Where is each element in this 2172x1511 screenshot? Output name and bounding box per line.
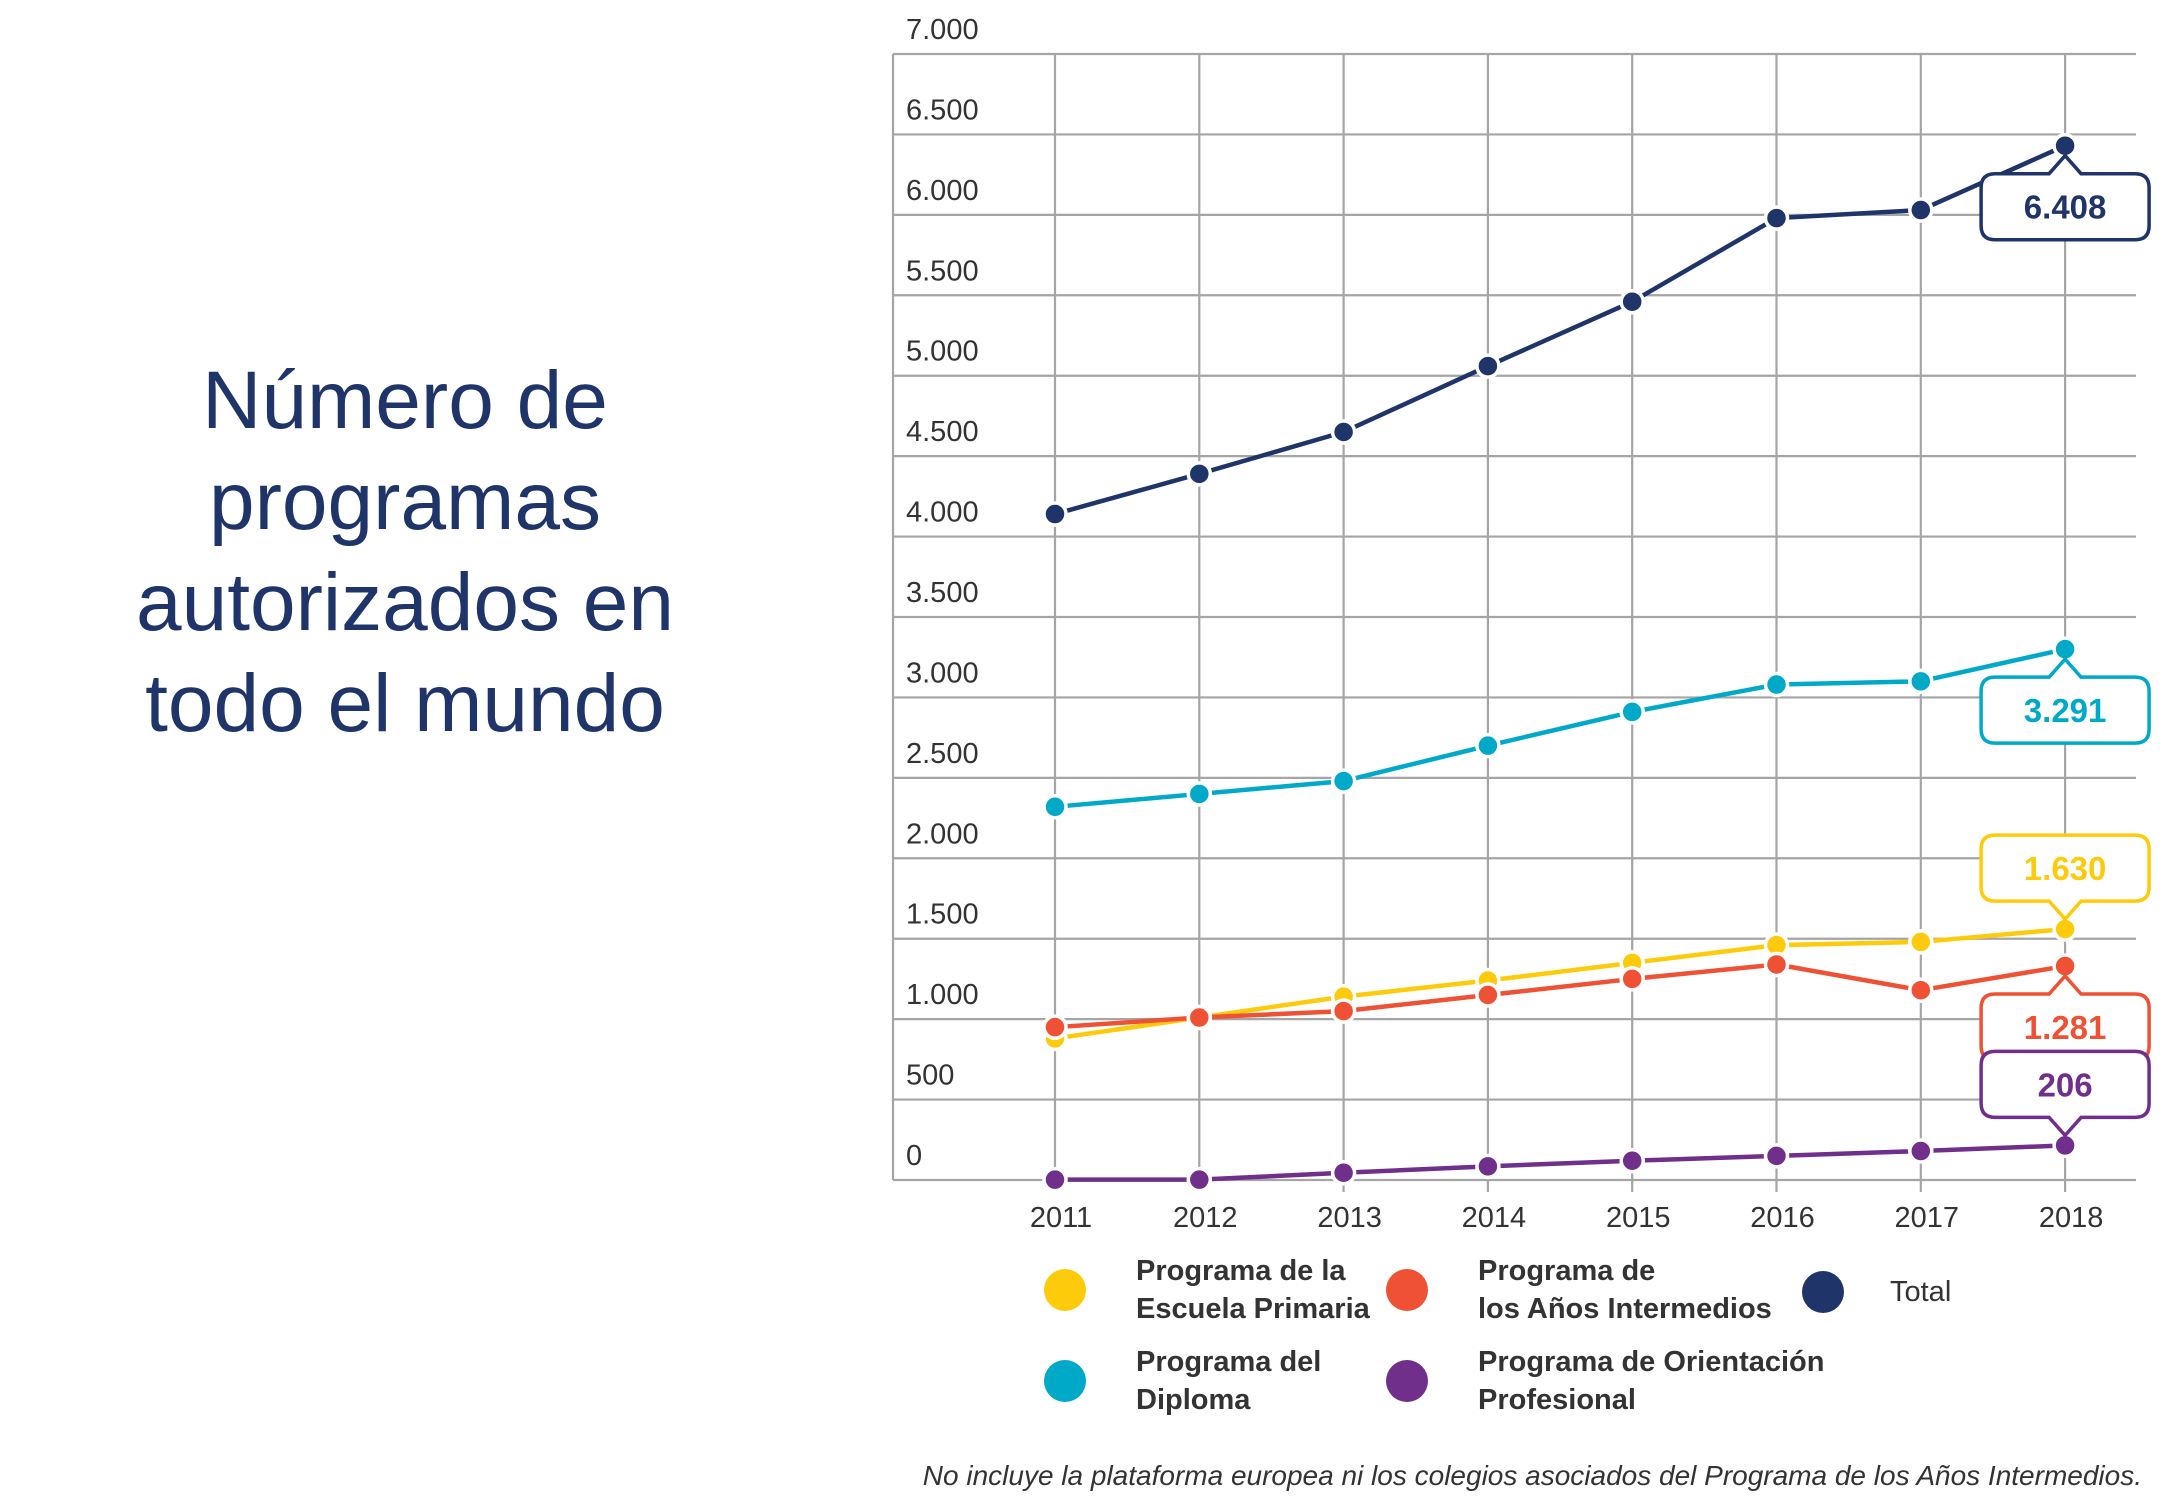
series-line: [1054, 143, 2067, 517]
data-point: [1763, 951, 1790, 978]
data-point: [1475, 732, 1501, 759]
series-line: [1054, 962, 2066, 1030]
data-point: [1763, 1143, 1790, 1169]
legend-item-pop: Programa de Orientación Profesional: [1386, 1343, 1825, 1419]
legend-swatch: [1802, 1271, 1844, 1313]
data-point: [1763, 671, 1790, 698]
value-callout-label: 1.281: [2024, 1009, 2107, 1046]
legend-item-total: Total: [1802, 1271, 1951, 1313]
chart-title: Número de programas autorizados en todo …: [60, 350, 750, 754]
data-point: [1619, 1147, 1645, 1174]
data-point: [1330, 1160, 1357, 1186]
series-line: [1055, 1143, 2066, 1182]
data-point: [1186, 1166, 1213, 1193]
value-callout-label: 1.630: [2024, 850, 2107, 887]
x-tick-label: 2018: [2039, 1202, 2104, 1234]
data-point: [1908, 197, 1934, 223]
chart-title-line: Número de: [202, 355, 608, 446]
value-callout-box: [1979, 153, 2151, 242]
x-axis-tick-labels: 2011 2012 2013 2014 2015 2016 2017 2018: [1030, 1202, 2104, 1234]
y-tick-label: 3.000: [906, 657, 979, 689]
legend-item-pai: Programa de los Años Intermedios: [1386, 1252, 1772, 1328]
legend-label: Total: [1890, 1276, 1952, 1308]
series-points: [1042, 132, 2078, 1193]
y-tick-label: 5.000: [906, 336, 979, 368]
data-point: [1908, 977, 1934, 1003]
legend-swatch: [1044, 1360, 1086, 1402]
y-tick-label: 7.000: [906, 14, 979, 46]
chart-title-line: autorizados en: [136, 557, 674, 648]
x-tick-label: 2012: [1173, 1202, 1238, 1234]
y-tick-label: 0: [906, 1140, 922, 1172]
data-point: [1186, 781, 1213, 807]
series-line: [1054, 646, 2066, 810]
legend-item-pep: Programa de la Escuela Primaria: [1044, 1252, 1370, 1328]
x-tick-label: 2014: [1462, 1202, 1527, 1234]
legend-item-dp: Programa del Diploma: [1044, 1343, 1321, 1419]
y-tick-label: 1.000: [906, 979, 979, 1011]
x-tick-label: 2016: [1750, 1202, 1815, 1234]
data-point: [1908, 1138, 1934, 1164]
y-tick-label: 1.500: [906, 899, 979, 931]
y-tick-label: 2.000: [906, 818, 979, 850]
data-point: [1330, 768, 1357, 794]
data-point: [1619, 699, 1645, 725]
series-line: [1054, 926, 2066, 1041]
value-callout-box: [1979, 656, 2151, 745]
data-point: [1186, 461, 1213, 487]
data-point: [1042, 1014, 1068, 1040]
y-tick-label: 3.500: [906, 577, 979, 609]
value-callout-label: 6.408: [2024, 189, 2107, 226]
legend-swatch: [1386, 1269, 1428, 1311]
x-tick-label: 2013: [1317, 1202, 1382, 1234]
x-tick-label: 2017: [1895, 1202, 1960, 1234]
data-point: [1330, 998, 1357, 1024]
chart-title-line: programas: [209, 456, 601, 547]
legend-label: Programa de Orientación Profesional: [1478, 1346, 1825, 1416]
series-lines: [1054, 143, 2067, 1182]
data-point: [1475, 353, 1501, 379]
value-callout-box: [1979, 833, 2151, 922]
data-point: [1186, 1004, 1213, 1031]
data-point: [1475, 982, 1501, 1008]
value-callout-label: 206: [2038, 1066, 2093, 1103]
legend-label: Programa de los Años Intermedios: [1478, 1255, 1772, 1325]
value-callout-box: [1979, 1049, 2151, 1139]
data-point: [1042, 794, 1068, 820]
legend-label: Programa de la Escuela Primaria: [1136, 1255, 1370, 1325]
y-tick-label: 2.500: [906, 738, 979, 770]
x-tick-label: 2011: [1030, 1202, 1092, 1234]
y-tick-label: 500: [906, 1060, 954, 1092]
y-tick-label: 5.500: [906, 255, 979, 287]
legend-swatch: [1386, 1360, 1428, 1402]
value-callouts: 1.630 1.281 3.291 206 6.408: [1979, 153, 2151, 1139]
legend-swatch: [1044, 1269, 1086, 1311]
value-callout-label: 3.291: [2024, 692, 2107, 729]
data-point: [1908, 929, 1934, 955]
data-point: [1042, 1166, 1068, 1193]
y-tick-label: 4.500: [906, 416, 979, 448]
y-tick-label: 6.500: [906, 94, 979, 126]
data-point: [1908, 668, 1934, 695]
legend-label: Programa del Diploma: [1136, 1346, 1322, 1416]
data-point: [1042, 501, 1068, 527]
data-point: [1619, 966, 1645, 992]
data-point: [1763, 205, 1790, 231]
chart-grid: [891, 52, 2136, 1192]
y-axis-tick-labels: 0 500 1.000 1.500 2.000 2.500 3.000 3.500 4.000 4…: [906, 14, 979, 1172]
x-tick-label: 2015: [1606, 1202, 1671, 1234]
data-point: [1475, 1153, 1501, 1180]
footnote: No incluye la plataforma europea ni los …: [922, 1460, 2142, 1491]
data-point: [1330, 419, 1357, 445]
y-tick-label: 6.000: [906, 175, 979, 207]
chart-title-line: todo el mundo: [145, 658, 665, 749]
y-tick-label: 4.000: [906, 497, 979, 529]
data-point: [1619, 288, 1645, 315]
